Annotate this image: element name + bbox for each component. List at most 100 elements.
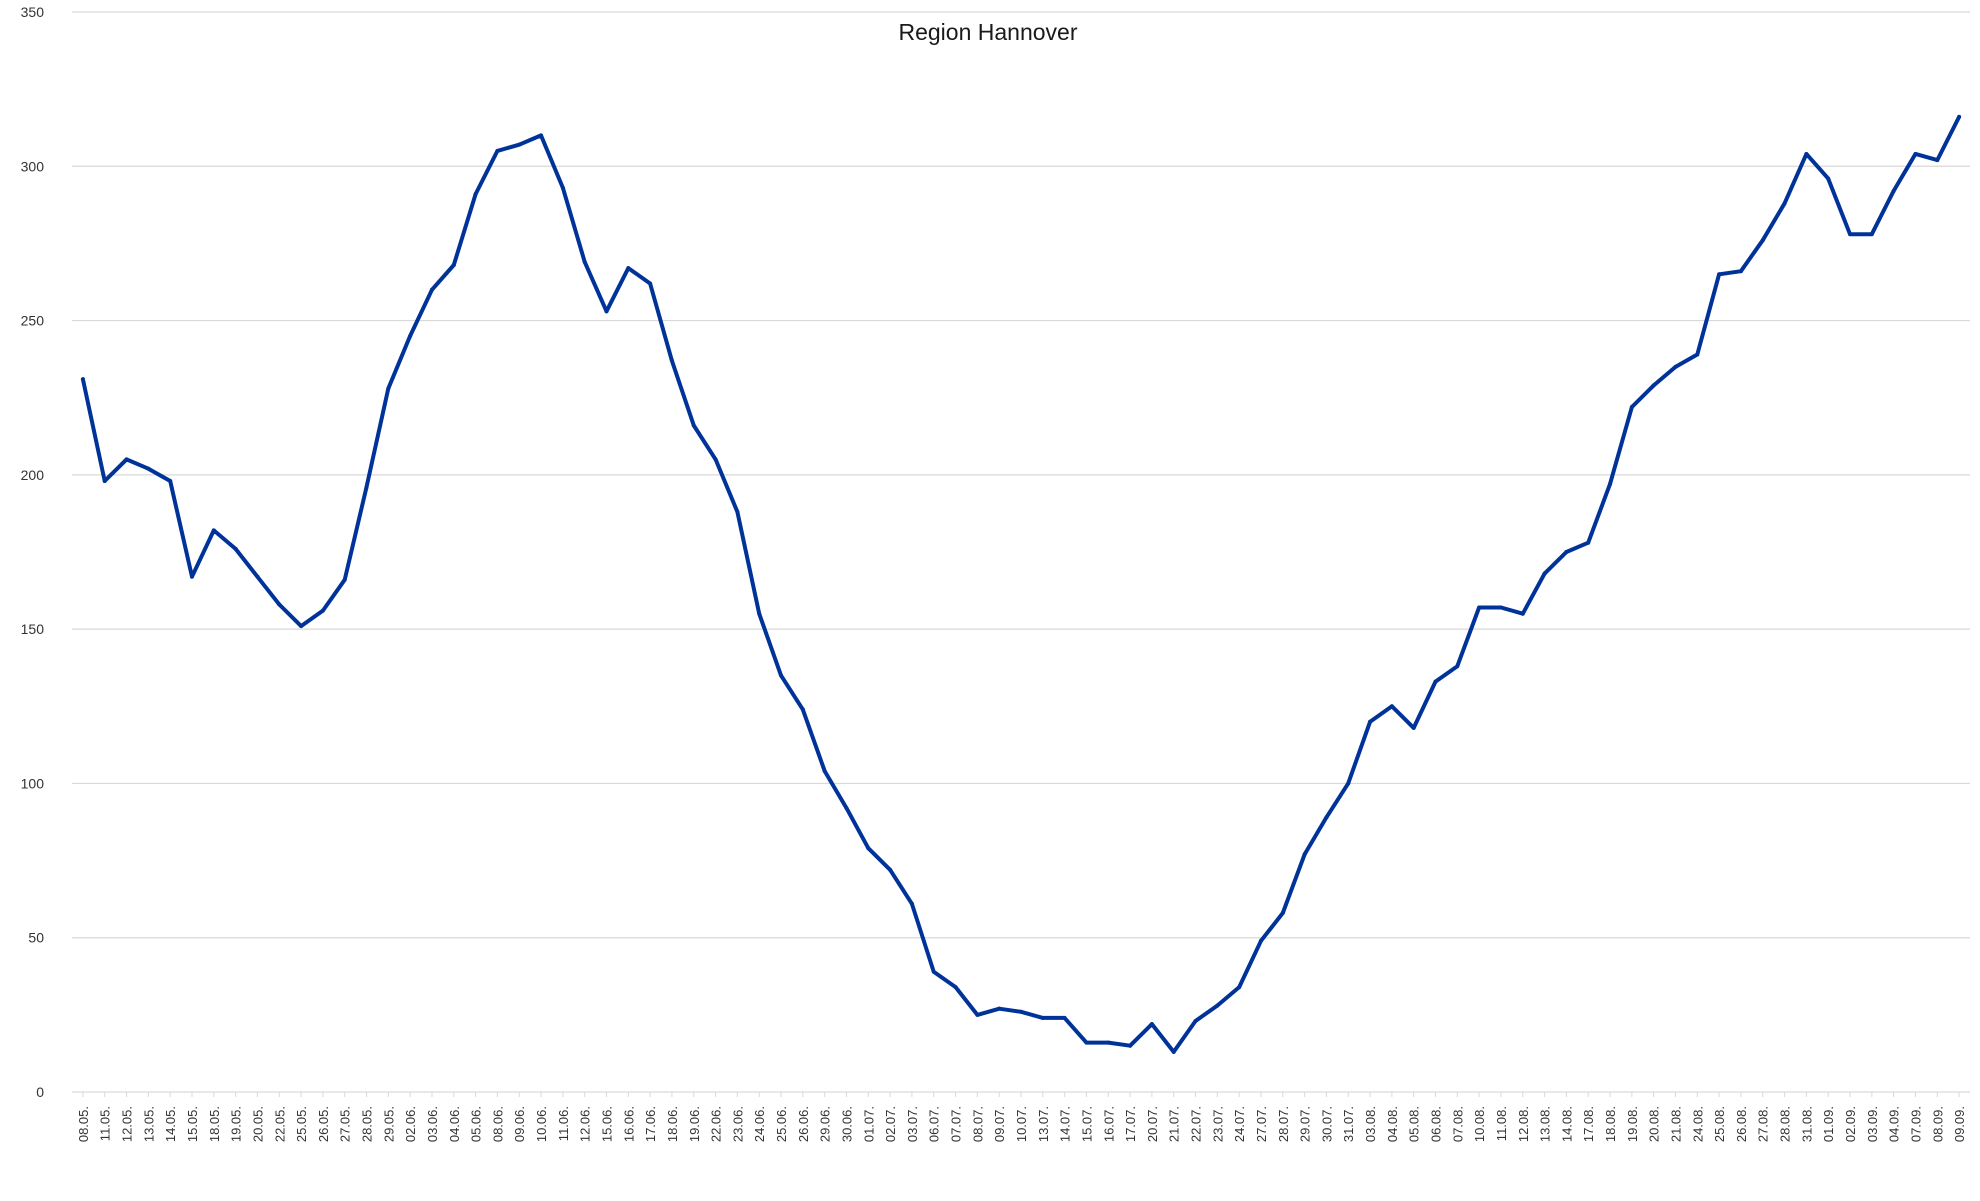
data-point [1040, 1015, 1045, 1020]
x-tick-label: 18.08. [1603, 1106, 1618, 1142]
x-tick-label: 22.07. [1189, 1106, 1204, 1142]
x-tick-label: 27.08. [1756, 1106, 1771, 1142]
x-tick-label: 01.09. [1821, 1106, 1836, 1142]
x-tick-label: 12.08. [1516, 1106, 1531, 1142]
data-point [320, 608, 325, 613]
data-point [1717, 272, 1722, 277]
data-point [1564, 550, 1569, 554]
data-point [779, 673, 784, 678]
data-point [1760, 238, 1765, 243]
x-tick-label: 18.05. [207, 1106, 222, 1142]
data-point [299, 624, 304, 629]
data-point [669, 358, 674, 363]
data-point [1826, 176, 1831, 181]
x-tick-label: 05.08. [1407, 1106, 1422, 1142]
x-tick-label: 07.09. [1908, 1106, 1923, 1142]
x-tick-label: 09.09. [1952, 1106, 1967, 1142]
x-tick-label: 19.08. [1625, 1106, 1640, 1142]
data-point [1455, 664, 1460, 669]
data-point [560, 185, 565, 190]
data-point [604, 309, 609, 314]
y-tick-label: 250 [21, 313, 45, 329]
data-point [255, 574, 260, 579]
x-tick-label: 07.08. [1450, 1106, 1465, 1142]
y-tick-label: 350 [21, 4, 45, 20]
x-tick-label: 25.06. [774, 1106, 789, 1142]
data-point [844, 806, 849, 811]
x-tick-label: 20.05. [250, 1106, 265, 1142]
y-tick-label: 300 [21, 158, 45, 174]
x-tick-label: 08.05. [76, 1106, 91, 1142]
x-tick-label: 27.07. [1254, 1106, 1269, 1142]
data-point [473, 192, 478, 197]
x-tick-label: 14.07. [1058, 1106, 1073, 1142]
x-tick-label: 11.05. [98, 1106, 113, 1141]
data-point [1171, 1049, 1176, 1054]
x-tick-label: 23.07. [1210, 1106, 1225, 1142]
y-tick-label: 150 [21, 621, 45, 637]
x-tick-label: 04.08. [1385, 1106, 1400, 1142]
data-point [975, 1012, 980, 1017]
x-tick-label: 07.07. [949, 1106, 964, 1142]
data-point [1542, 571, 1547, 576]
data-point [1215, 1003, 1220, 1008]
data-point [1237, 985, 1242, 990]
x-tick-label: 28.05. [360, 1106, 375, 1142]
x-tick-label: 20.07. [1145, 1106, 1160, 1142]
y-tick-label: 100 [21, 775, 45, 791]
x-tick-label: 02.06. [403, 1106, 418, 1142]
x-tick-label: 20.08. [1647, 1106, 1662, 1142]
data-point [1084, 1040, 1089, 1045]
data-point [626, 266, 631, 271]
data-point [277, 602, 282, 607]
x-tick-label: 29.05. [381, 1106, 396, 1142]
x-tick-label: 03.09. [1865, 1106, 1880, 1142]
gridlines [72, 11, 1970, 939]
x-tick-label: 26.05. [316, 1106, 331, 1142]
data-point [146, 466, 151, 471]
data-point [931, 969, 936, 974]
x-tick-label: 22.05. [272, 1106, 287, 1142]
x-tick-label: 25.05. [294, 1106, 309, 1142]
data-point [1128, 1043, 1133, 1048]
x-tick-label: 06.07. [927, 1106, 942, 1142]
data-point [1848, 232, 1853, 237]
y-tick-label: 50 [28, 930, 44, 946]
data-point [800, 707, 805, 712]
x-tick-label: 24.07. [1232, 1106, 1247, 1142]
data-point [735, 509, 740, 514]
data-point [822, 769, 827, 774]
chart-title: Region Hannover [898, 19, 1077, 45]
x-tick-label: 30.07. [1319, 1106, 1334, 1142]
data-point [888, 867, 893, 872]
x-tick-label: 31.07. [1341, 1106, 1356, 1142]
data-point [1608, 482, 1613, 487]
series-layer [80, 114, 1962, 1054]
data-point [211, 528, 216, 533]
x-tick-label: 12.05. [120, 1106, 135, 1142]
data-point [1957, 114, 1962, 119]
data-point [539, 133, 544, 138]
data-point [80, 377, 85, 382]
data-point [866, 846, 871, 851]
x-tick-label: 21.08. [1668, 1106, 1683, 1142]
data-point [691, 423, 696, 428]
y-axis-ticks: 0 50 100 150 200 250 300 350 [21, 4, 45, 1100]
data-point [953, 985, 958, 990]
x-tick-label: 08.07. [970, 1106, 985, 1142]
x-tick-label: 17.07. [1123, 1106, 1138, 1142]
x-tick-label: 01.07. [861, 1106, 876, 1142]
x-tick-label: 13.07. [1036, 1106, 1051, 1142]
data-point [1389, 704, 1394, 709]
data-point [1258, 938, 1263, 943]
data-point [386, 386, 391, 391]
data-point [713, 457, 718, 462]
x-tick-label: 15.05. [185, 1106, 200, 1142]
data-point [1738, 269, 1743, 274]
x-tick-label: 18.06. [665, 1106, 680, 1142]
x-tick-label: 28.07. [1276, 1106, 1291, 1142]
x-tick-label: 04.09. [1887, 1106, 1902, 1142]
x-tick-label: 14.08. [1559, 1106, 1574, 1142]
data-point [1935, 158, 1940, 163]
